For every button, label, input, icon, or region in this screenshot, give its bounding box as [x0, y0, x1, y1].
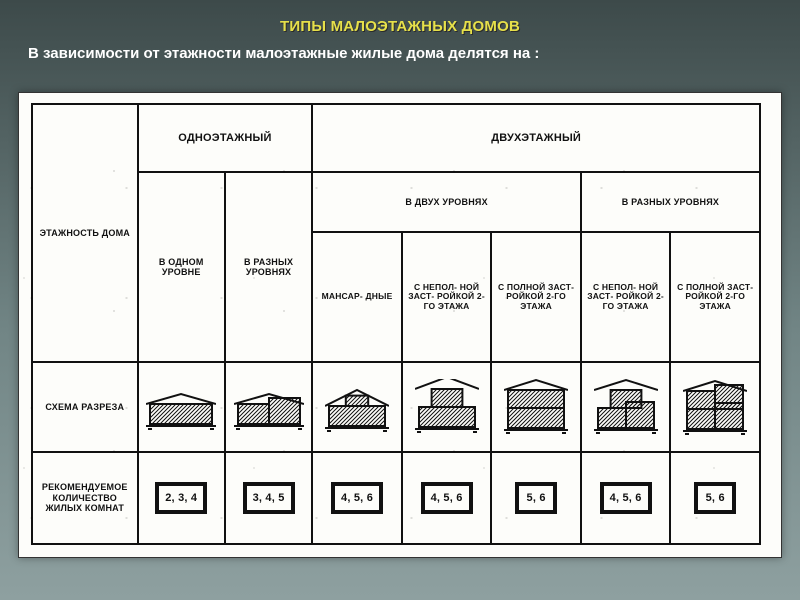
hdr-one-storey: ОДНОЭТАЖНЫЙ	[138, 104, 313, 172]
table-row: РЕКОМЕНДУЕМОЕ КОЛИЧЕСТВО ЖИЛЫХ КОМНАТ 2,…	[32, 452, 760, 544]
scheme-col7	[670, 362, 760, 452]
rooms-box: 4, 5, 6	[421, 482, 473, 515]
rooms-col2: 3, 4, 5	[225, 452, 312, 544]
scheme-col4	[402, 362, 492, 452]
scheme-col5	[491, 362, 581, 452]
scheme-col6	[581, 362, 671, 452]
rooms-col1: 2, 3, 4	[138, 452, 225, 544]
rooms-box: 4, 5, 6	[600, 482, 652, 515]
table-sheet: ЭТАЖНОСТЬ ДОМА ОДНОЭТАЖНЫЙ ДВУХЭТАЖНЫЙ В…	[18, 92, 782, 558]
hdr-diff-levels: В РАЗНЫХ УРОВНЯХ	[225, 172, 312, 362]
row-label-rooms: РЕКОМЕНДУЕМОЕ КОЛИЧЕСТВО ЖИЛЫХ КОМНАТ	[32, 452, 138, 544]
slide-title: ТИПЫ МАЛОЭТАЖНЫХ ДОМОВ	[0, 0, 800, 35]
scheme-col3	[312, 362, 402, 452]
types-table: ЭТАЖНОСТЬ ДОМА ОДНОЭТАЖНЫЙ ДВУХЭТАЖНЫЙ В…	[31, 103, 761, 545]
hdr-mansard: МАНСАР- ДНЫЕ	[312, 232, 402, 362]
hdr-full-2nd: С ПОЛНОЙ ЗАСТ- РОЙКОЙ 2-ГО ЭТАЖА	[491, 232, 581, 362]
house-icon	[146, 382, 216, 430]
hdr-diff-levels-2: В РАЗНЫХ УРОВНЯХ	[581, 172, 760, 232]
rooms-col5: 5, 6	[491, 452, 581, 544]
scheme-col1	[138, 362, 225, 452]
house-icon	[325, 380, 389, 432]
rooms-box: 2, 3, 4	[155, 482, 207, 515]
hdr-two-levels: В ДВУХ УРОВНЯХ	[312, 172, 581, 232]
rooms-col3: 4, 5, 6	[312, 452, 402, 544]
rooms-box: 5, 6	[515, 482, 557, 515]
scheme-col2	[225, 362, 312, 452]
rooms-col4: 4, 5, 6	[402, 452, 492, 544]
row-label-storeys: ЭТАЖНОСТЬ ДОМА	[32, 104, 138, 362]
hdr-partial-2nd-b: С НЕПОЛ- НОЙ ЗАСТ- РОЙКОЙ 2-ГО ЭТАЖА	[581, 232, 671, 362]
rooms-col7: 5, 6	[670, 452, 760, 544]
house-icon	[415, 379, 479, 433]
rooms-box: 4, 5, 6	[331, 482, 383, 515]
rooms-box: 5, 6	[694, 482, 736, 515]
table-row: ЭТАЖНОСТЬ ДОМА ОДНОЭТАЖНЫЙ ДВУХЭТАЖНЫЙ	[32, 104, 760, 172]
house-icon	[594, 378, 658, 434]
hdr-full-2nd-b: С ПОЛНОЙ ЗАСТ- РОЙКОЙ 2-ГО ЭТАЖА	[670, 232, 760, 362]
slide-subtitle: В зависимости от этажности малоэтажные ж…	[0, 35, 800, 62]
table-row: В ОДНОМ УРОВНЕ В РАЗНЫХ УРОВНЯХ В ДВУХ У…	[32, 172, 760, 232]
hdr-two-storey: ДВУХЭТАЖНЫЙ	[312, 104, 760, 172]
hdr-one-level: В ОДНОМ УРОВНЕ	[138, 172, 225, 362]
row-label-scheme: СХЕМА РАЗРЕЗА	[32, 362, 138, 452]
house-icon	[234, 382, 304, 430]
table-row: СХЕМА РАЗРЕЗА	[32, 362, 760, 452]
hdr-partial-2nd: С НЕПОЛ- НОЙ ЗАСТ- РОЙКОЙ 2-ГО ЭТАЖА	[402, 232, 492, 362]
rooms-col6: 4, 5, 6	[581, 452, 671, 544]
rooms-box: 3, 4, 5	[243, 482, 295, 515]
house-icon	[683, 377, 747, 435]
house-icon	[504, 378, 568, 434]
slide: ТИПЫ МАЛОЭТАЖНЫХ ДОМОВ В зависимости от …	[0, 0, 800, 600]
